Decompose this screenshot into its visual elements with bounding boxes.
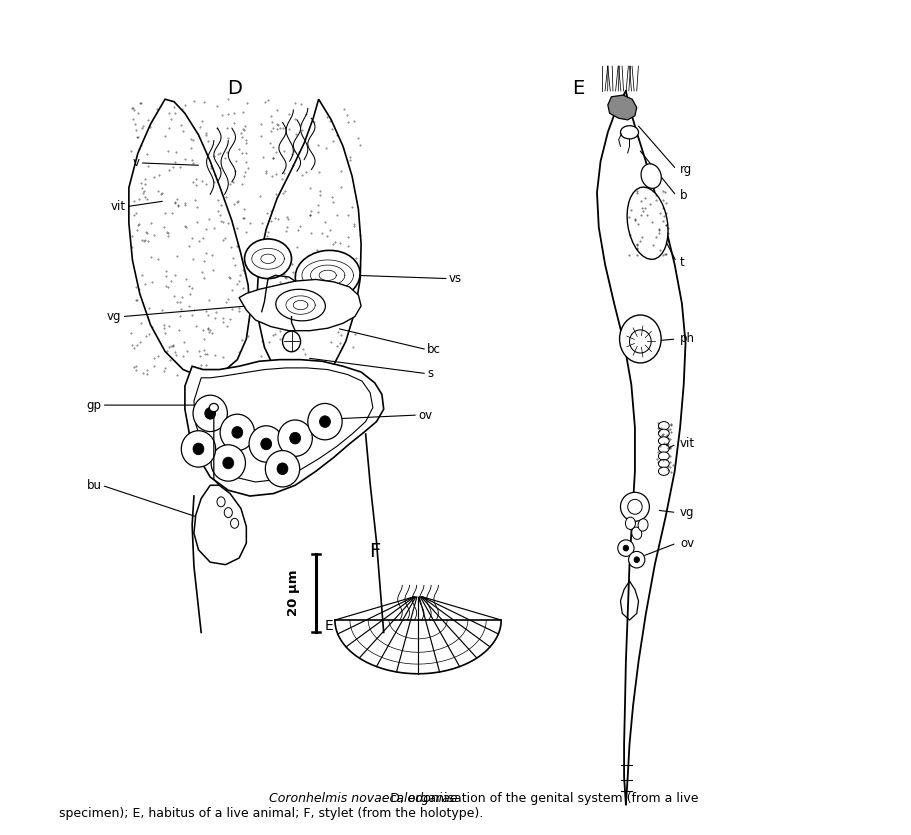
Ellipse shape [278, 420, 312, 457]
Ellipse shape [622, 545, 628, 551]
Text: ph: ph [680, 332, 694, 346]
Ellipse shape [193, 395, 227, 432]
Ellipse shape [224, 508, 232, 518]
Ellipse shape [277, 463, 288, 474]
Ellipse shape [658, 452, 669, 460]
Text: rg: rg [680, 163, 691, 176]
Text: gp: gp [87, 398, 102, 412]
Ellipse shape [625, 517, 635, 529]
Ellipse shape [628, 551, 644, 568]
Text: vg: vg [107, 310, 121, 323]
Polygon shape [128, 99, 250, 377]
Ellipse shape [617, 540, 633, 556]
Ellipse shape [210, 445, 245, 481]
Ellipse shape [658, 444, 669, 453]
Ellipse shape [209, 403, 218, 412]
Text: D: D [227, 79, 241, 98]
Text: v: v [133, 156, 139, 170]
Ellipse shape [619, 493, 649, 521]
Ellipse shape [627, 187, 667, 260]
Text: : D, organisation of the genital system (from a live: : D, organisation of the genital system … [270, 792, 698, 805]
Polygon shape [257, 99, 361, 386]
Ellipse shape [658, 459, 669, 468]
Ellipse shape [282, 331, 301, 352]
Ellipse shape [629, 330, 650, 353]
Text: ov: ov [417, 408, 432, 422]
Ellipse shape [640, 164, 660, 189]
Text: bc: bc [426, 343, 441, 357]
Ellipse shape [627, 499, 641, 514]
Ellipse shape [261, 438, 271, 450]
Ellipse shape [220, 414, 254, 451]
Ellipse shape [290, 433, 301, 444]
Text: vg: vg [680, 506, 694, 519]
Ellipse shape [658, 422, 669, 430]
Text: Coronhelmis novaecaledoniae: Coronhelmis novaecaledoniae [269, 792, 457, 805]
Polygon shape [239, 280, 361, 331]
Text: specimen); E, habitus of a live animal; F, stylet (from the holotype).: specimen); E, habitus of a live animal; … [59, 807, 483, 820]
Text: F: F [369, 542, 380, 561]
Ellipse shape [249, 426, 283, 462]
Text: t: t [680, 256, 684, 269]
Ellipse shape [631, 527, 641, 539]
Ellipse shape [619, 315, 660, 363]
Ellipse shape [230, 519, 239, 529]
Text: E: E [323, 619, 333, 633]
Ellipse shape [658, 429, 669, 438]
Text: b: b [680, 190, 687, 202]
Ellipse shape [619, 126, 638, 139]
Ellipse shape [181, 431, 215, 467]
Text: vit: vit [111, 200, 126, 213]
Text: vit: vit [680, 438, 694, 450]
Ellipse shape [244, 239, 292, 279]
Text: 20 μm: 20 μm [287, 570, 300, 616]
Text: vs: vs [448, 272, 461, 285]
Ellipse shape [319, 416, 330, 428]
Ellipse shape [275, 289, 325, 321]
Text: E: E [571, 79, 583, 98]
Ellipse shape [633, 557, 639, 563]
Ellipse shape [217, 497, 225, 507]
Text: ov: ov [680, 537, 693, 549]
Text: s: s [426, 367, 433, 380]
Ellipse shape [231, 427, 242, 438]
Ellipse shape [307, 403, 342, 440]
Ellipse shape [658, 467, 669, 475]
Polygon shape [185, 360, 384, 496]
Ellipse shape [295, 250, 360, 301]
Ellipse shape [638, 519, 648, 531]
Polygon shape [607, 95, 636, 120]
Ellipse shape [658, 437, 669, 445]
Polygon shape [194, 485, 246, 564]
Ellipse shape [193, 443, 204, 455]
Ellipse shape [222, 458, 233, 468]
Ellipse shape [265, 451, 300, 487]
Ellipse shape [205, 407, 215, 419]
Text: bu: bu [87, 478, 102, 492]
